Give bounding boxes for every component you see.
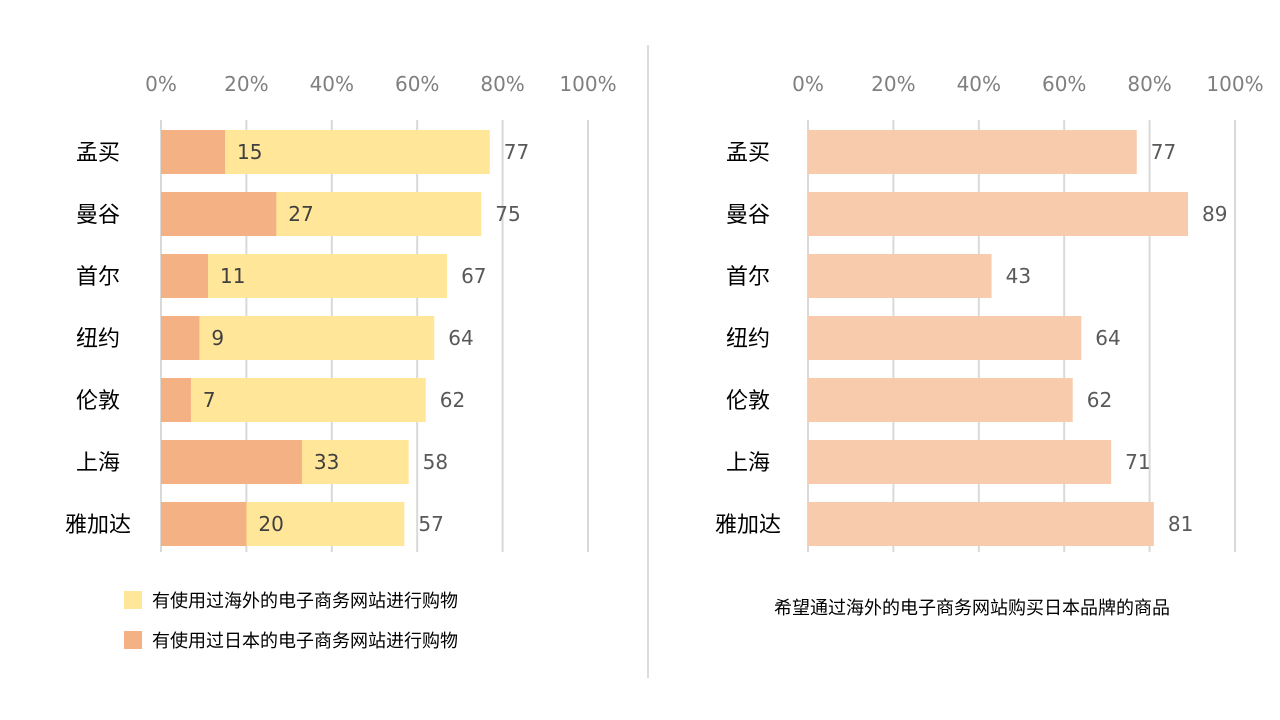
left-data-label-series1: 20	[258, 512, 283, 536]
left-x-tick-label: 40%	[310, 72, 354, 96]
right-chart-legend: 希望通过海外的电子商务网站购买日本品牌的商品	[774, 594, 1170, 620]
left-bar-series1	[161, 440, 302, 484]
right-data-label-series0: 81	[1168, 512, 1193, 536]
legend-swatch-japan-ec	[124, 631, 142, 649]
left-x-tick-label: 20%	[224, 72, 268, 96]
legend-item-japan-ec: 有使用过日本的电子商务网站进行购物	[124, 620, 458, 660]
left-chart-legend: 有使用过海外的电子商务网站进行购物 有使用过日本的电子商务网站进行购物	[124, 580, 458, 660]
right-bar-series0	[808, 254, 992, 298]
right-bar-series0	[808, 378, 1073, 422]
left-category-label: 孟买	[76, 141, 120, 166]
left-bar-series1	[161, 502, 247, 546]
left-bar-series0	[161, 378, 426, 422]
left-bar-series0	[161, 254, 448, 298]
right-category-label: 上海	[726, 451, 770, 476]
right-data-label-series0: 62	[1087, 388, 1112, 412]
legend-swatch-overseas-ec	[124, 591, 142, 609]
left-data-label-series1: 27	[288, 202, 313, 226]
left-data-label-series0: 77	[504, 140, 529, 164]
left-category-label: 上海	[76, 451, 120, 476]
left-x-tick-label: 0%	[145, 72, 177, 96]
left-bar-series1	[161, 192, 277, 236]
left-data-label-series1: 15	[237, 140, 262, 164]
right-x-tick-label: 80%	[1127, 72, 1171, 96]
right-data-label-series0: 77	[1151, 140, 1176, 164]
legend-item-overseas-ec: 有使用过海外的电子商务网站进行购物	[124, 580, 458, 620]
right-data-label-series0: 71	[1125, 450, 1150, 474]
left-bar-series1	[161, 378, 191, 422]
right-bar-series0	[808, 192, 1189, 236]
left-bar-series1	[161, 316, 200, 360]
left-x-tick-label: 100%	[559, 72, 616, 96]
left-data-label-series0: 62	[440, 388, 465, 412]
legend-label-japan-ec: 有使用过日本的电子商务网站进行购物	[152, 631, 458, 652]
left-category-label: 首尔	[76, 265, 120, 290]
left-data-label-series1: 9	[211, 326, 224, 350]
right-bar-series0	[808, 502, 1154, 546]
left-data-label-series0: 64	[448, 326, 473, 350]
left-data-label-series1: 33	[314, 450, 339, 474]
left-x-tick-label: 60%	[395, 72, 439, 96]
right-bar-series0	[808, 316, 1082, 360]
left-category-label: 伦敦	[76, 389, 120, 414]
right-x-tick-label: 60%	[1042, 72, 1086, 96]
legend-label-wish-japan-brand: 希望通过海外的电子商务网站购买日本品牌的商品	[774, 598, 1170, 619]
left-data-label-series1: 7	[203, 388, 216, 412]
right-x-tick-label: 100%	[1206, 72, 1263, 96]
left-bar-series1	[161, 130, 226, 174]
left-data-label-series0: 75	[495, 202, 520, 226]
left-category-label: 纽约	[76, 327, 120, 352]
left-bar-series0	[161, 316, 435, 360]
right-data-label-series0: 89	[1202, 202, 1227, 226]
left-data-label-series0: 67	[461, 264, 486, 288]
right-x-tick-label: 40%	[957, 72, 1001, 96]
left-category-label: 雅加达	[65, 513, 131, 538]
left-data-label-series0: 57	[418, 512, 443, 536]
right-category-label: 伦敦	[726, 389, 770, 414]
left-data-label-series0: 58	[423, 450, 448, 474]
left-data-label-series1: 11	[220, 264, 245, 288]
right-category-label: 雅加达	[715, 513, 781, 538]
right-category-label: 首尔	[726, 265, 770, 290]
left-category-label: 曼谷	[76, 203, 120, 228]
left-bar-series1	[161, 254, 208, 298]
right-data-label-series0: 43	[1006, 264, 1031, 288]
right-bar-series0	[808, 440, 1112, 484]
right-data-label-series0: 64	[1095, 326, 1120, 350]
right-bar-series0	[808, 130, 1137, 174]
right-category-label: 纽约	[726, 327, 770, 352]
right-category-label: 孟买	[726, 141, 770, 166]
right-x-tick-label: 20%	[871, 72, 915, 96]
legend-label-overseas-ec: 有使用过海外的电子商务网站进行购物	[152, 591, 458, 612]
left-x-tick-label: 80%	[480, 72, 524, 96]
right-x-tick-label: 0%	[792, 72, 824, 96]
right-category-label: 曼谷	[726, 203, 770, 228]
